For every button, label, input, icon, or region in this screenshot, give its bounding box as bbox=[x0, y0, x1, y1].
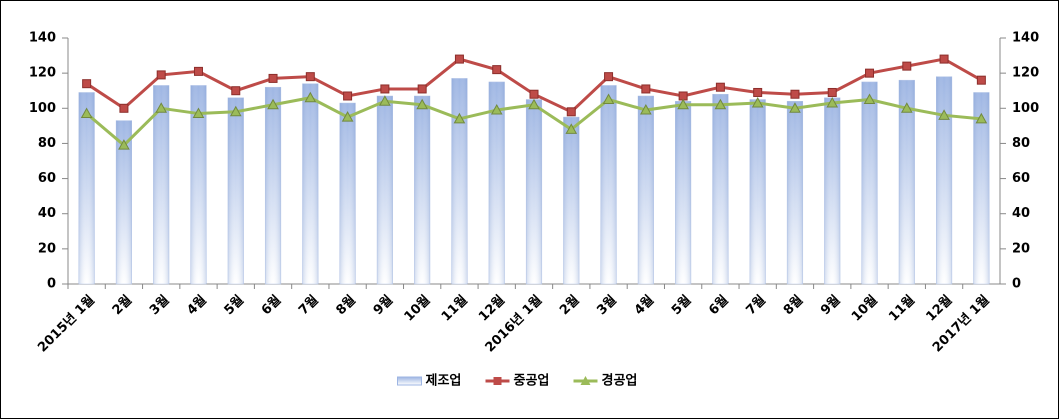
marker bbox=[641, 84, 651, 94]
bar-shade bbox=[638, 95, 654, 284]
marker bbox=[902, 61, 912, 71]
bar-shade bbox=[302, 83, 319, 284]
y2-tick-label: 100 bbox=[1012, 101, 1039, 116]
marker bbox=[715, 82, 725, 92]
bar-shade bbox=[227, 97, 244, 284]
marker bbox=[751, 96, 764, 108]
bar-shade bbox=[861, 81, 878, 284]
bar-shade bbox=[563, 117, 580, 284]
marker bbox=[343, 91, 353, 101]
marker bbox=[341, 111, 354, 122]
bar-shade bbox=[488, 81, 505, 284]
marker bbox=[566, 107, 576, 117]
marker bbox=[119, 103, 129, 113]
bar-shade bbox=[116, 120, 132, 284]
marker bbox=[789, 102, 801, 113]
marker bbox=[231, 86, 241, 96]
marker bbox=[118, 139, 130, 150]
marker bbox=[416, 98, 429, 110]
bar-shade bbox=[712, 94, 729, 284]
marker bbox=[753, 87, 763, 97]
y2-tick-label: 60 bbox=[1012, 171, 1030, 186]
legend-marker bbox=[493, 377, 502, 385]
marker bbox=[304, 91, 317, 103]
y2-tick-label: 40 bbox=[1012, 206, 1030, 221]
bar-shade bbox=[377, 95, 393, 284]
y2-tick-label: 0 bbox=[1012, 277, 1021, 292]
y2-tick-label: 120 bbox=[1012, 66, 1039, 81]
bar-shade bbox=[339, 103, 356, 284]
bar-shade bbox=[190, 85, 207, 284]
bar-shade bbox=[451, 78, 468, 285]
marker bbox=[492, 65, 502, 75]
y2-tick-label: 20 bbox=[1012, 241, 1030, 256]
marker bbox=[82, 79, 92, 89]
y2-tick-label: 140 bbox=[1012, 31, 1039, 46]
bar-shade bbox=[78, 92, 95, 284]
y-tick-label: 80 bbox=[38, 136, 56, 151]
marker bbox=[790, 89, 800, 99]
marker bbox=[975, 112, 988, 124]
marker bbox=[193, 66, 203, 76]
bar-shade bbox=[600, 85, 617, 284]
marker bbox=[229, 105, 242, 117]
marker bbox=[379, 95, 391, 106]
marker bbox=[565, 123, 578, 134]
marker bbox=[677, 98, 689, 110]
marker bbox=[827, 87, 837, 97]
marker bbox=[192, 107, 205, 119]
legend-label: 중공업 bbox=[514, 374, 550, 389]
bar-shade bbox=[936, 76, 952, 285]
marker bbox=[155, 102, 168, 113]
marker bbox=[453, 112, 466, 124]
marker bbox=[938, 109, 950, 120]
marker bbox=[939, 54, 949, 64]
bar-shade bbox=[787, 101, 803, 284]
y-tick-label: 120 bbox=[29, 66, 56, 81]
marker bbox=[900, 102, 913, 113]
bar-shade bbox=[526, 99, 542, 284]
marker bbox=[267, 98, 279, 110]
bar-shade bbox=[414, 95, 430, 284]
marker bbox=[80, 107, 93, 119]
bar-shade bbox=[153, 85, 170, 284]
marker bbox=[528, 98, 540, 110]
marker bbox=[305, 72, 315, 82]
y-tick-label: 0 bbox=[47, 277, 56, 292]
marker bbox=[976, 75, 986, 85]
bar-shade bbox=[824, 97, 841, 284]
marker bbox=[268, 73, 278, 83]
bar-shade bbox=[265, 87, 281, 284]
legend-label: 제조업 bbox=[426, 374, 462, 389]
marker bbox=[639, 104, 652, 115]
y-tick-label: 40 bbox=[38, 206, 56, 221]
legend-swatch bbox=[397, 376, 422, 386]
y-tick-label: 60 bbox=[38, 171, 56, 186]
bar-shade bbox=[675, 101, 691, 284]
marker bbox=[604, 72, 614, 82]
marker bbox=[454, 54, 464, 64]
legend-marker bbox=[580, 376, 591, 385]
marker bbox=[417, 84, 427, 94]
marker bbox=[529, 89, 539, 99]
bar-shade bbox=[898, 80, 915, 285]
y-tick-label: 140 bbox=[29, 31, 56, 46]
bar-shade bbox=[973, 92, 990, 284]
marker bbox=[156, 70, 166, 80]
y-tick-label: 20 bbox=[38, 241, 56, 256]
bar-shade bbox=[749, 99, 766, 284]
marker bbox=[380, 84, 390, 94]
marker bbox=[490, 104, 503, 115]
legend-label: 경공업 bbox=[602, 373, 638, 389]
marker bbox=[602, 93, 615, 104]
y-tick-label: 100 bbox=[29, 101, 56, 116]
y2-tick-label: 80 bbox=[1012, 136, 1030, 151]
marker bbox=[826, 96, 839, 108]
marker bbox=[865, 68, 875, 78]
marker bbox=[863, 93, 876, 104]
marker bbox=[714, 98, 727, 110]
